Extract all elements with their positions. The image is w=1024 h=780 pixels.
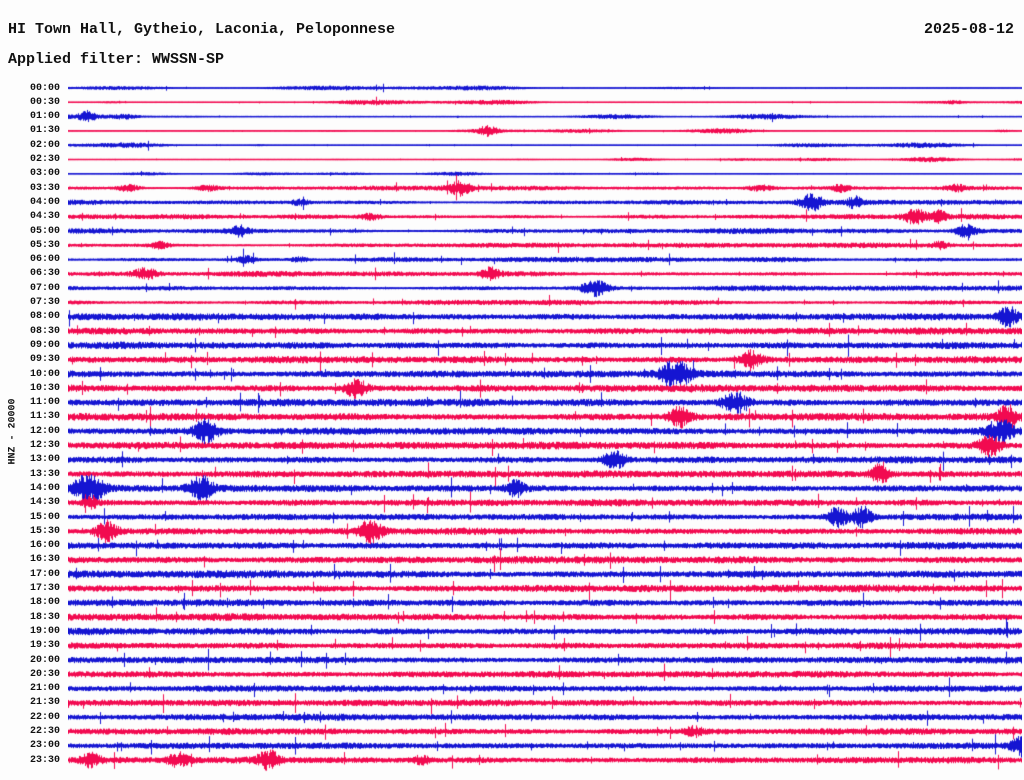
time-label: 08:00: [29, 311, 60, 323]
time-label: 17:00: [29, 568, 60, 580]
time-label: 10:30: [29, 382, 60, 394]
time-label: 02:30: [29, 154, 60, 165]
time-label: 05:30: [29, 239, 60, 251]
applied-filter-label: Applied filter: WWSSN-SP: [8, 51, 225, 68]
time-label: 15:00: [29, 511, 60, 523]
time-label: 18:00: [29, 597, 60, 609]
time-label: 19:00: [29, 625, 60, 637]
time-label: 09:00: [29, 339, 60, 351]
time-label: 01:30: [29, 125, 60, 137]
time-label: 07:00: [29, 282, 60, 294]
time-label: 16:30: [29, 554, 60, 566]
time-label: 21:00: [29, 683, 60, 695]
time-label: 14:00: [29, 482, 60, 494]
time-label: 02:00: [29, 139, 60, 151]
time-label: 20:30: [29, 668, 60, 680]
time-label: 14:30: [29, 497, 60, 509]
time-label: 13:30: [29, 468, 60, 480]
time-label: 09:30: [29, 354, 60, 366]
time-label: 22:00: [29, 711, 60, 723]
time-label: 13:00: [29, 454, 60, 466]
time-label: 04:30: [29, 211, 60, 223]
time-label: 15:30: [29, 525, 60, 537]
time-label: 04:00: [29, 196, 60, 208]
time-label: 12:00: [29, 425, 60, 437]
time-label: 06:00: [29, 254, 60, 266]
time-label: 19:30: [29, 640, 60, 652]
time-label: 03:30: [29, 182, 60, 194]
time-label: 17:30: [29, 583, 60, 594]
time-label: 00:30: [29, 96, 60, 108]
time-label: 11:30: [29, 411, 60, 423]
time-label: 21:30: [29, 697, 60, 709]
time-label: 01:00: [29, 111, 60, 123]
time-label: 12:30: [29, 440, 60, 451]
time-label: 23:30: [29, 754, 60, 766]
time-label: 03:00: [29, 168, 60, 180]
station-title: HI Town Hall, Gytheio, Laconia, Peloponn…: [8, 21, 396, 38]
time-label: 05:00: [29, 225, 60, 237]
time-label: 22:30: [29, 726, 60, 737]
time-label: 08:30: [29, 325, 60, 337]
time-label: 20:00: [29, 654, 60, 666]
time-label: 11:00: [29, 397, 60, 409]
record-date: 2025-08-12: [923, 21, 1014, 38]
time-label: 07:30: [29, 297, 60, 308]
time-label: 23:00: [29, 740, 60, 752]
time-label: 10:00: [29, 368, 60, 380]
helicorder-canvas: [68, 80, 1022, 776]
time-label: 18:30: [29, 611, 60, 623]
time-label: 06:30: [29, 268, 60, 280]
time-label: 16:00: [29, 540, 60, 552]
time-label: 00:00: [29, 82, 60, 94]
